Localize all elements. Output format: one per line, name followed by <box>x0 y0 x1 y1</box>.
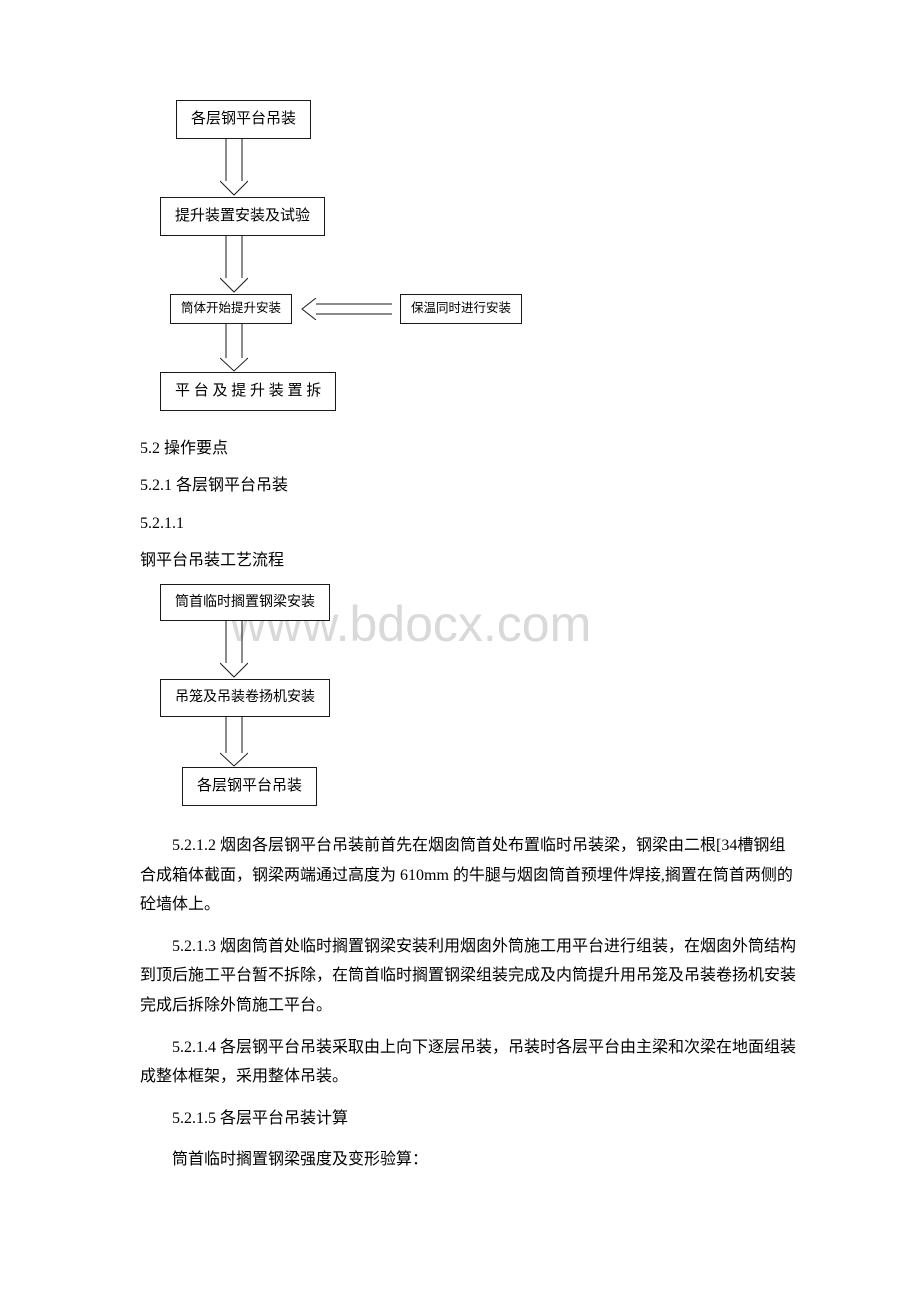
paragraph-5-2-1-5: 5.2.1.5 各层平台吊装计算 <box>140 1104 800 1134</box>
arrow-down-icon <box>220 139 800 197</box>
flow-box-insulation: 保温同时进行安装 <box>400 294 522 324</box>
document-page: 各层钢平台吊装 提升装置安装及试验 筒体开始提升安装 保温同时进行安装 <box>0 0 920 1267</box>
paragraph-5-2-1-4: 5.2.1.4 各层钢平台吊装采取由上向下逐层吊装，吊装时各层平台由主梁和次梁在… <box>140 1033 800 1092</box>
flow-box-temp-beam: 筒首临时搁置钢梁安装 <box>160 584 330 622</box>
flow-box-dismantle: 平 台 及 提 升 装 置 拆 <box>160 372 336 411</box>
heading-5-2-1: 5.2.1 各层钢平台吊装 <box>140 473 800 499</box>
arrow-down-icon <box>220 621 800 679</box>
arrow-down-icon <box>220 324 800 372</box>
arrow-down-icon <box>220 717 800 767</box>
arrow-down-icon <box>220 236 800 294</box>
arrow-left-icon <box>300 298 392 320</box>
paragraph-5-2-1-5-sub: 筒首临时搁置钢梁强度及变形验算： <box>140 1145 800 1175</box>
flow-box-platform-hoist: 各层钢平台吊装 <box>176 100 311 139</box>
paragraph-5-2-1-3: 5.2.1.3 烟囱筒首处临时搁置钢梁安装利用烟囱外筒施工用平台进行组装，在烟囱… <box>140 932 800 1021</box>
paragraph-5-2-1-2: 5.2.1.2 烟囱各层钢平台吊装前首先在烟囱筒首处布置临时吊装梁，钢梁由二根[… <box>140 831 800 920</box>
flowchart-bottom: 筒首临时搁置钢梁安装 吊笼及吊装卷扬机安装 各层钢平台吊装 <box>160 584 800 806</box>
flow-box-lift-device: 提升装置安装及试验 <box>160 197 325 236</box>
flow-box-cylinder-lift: 筒体开始提升安装 <box>170 294 292 324</box>
flowchart-top: 各层钢平台吊装 提升装置安装及试验 筒体开始提升安装 保温同时进行安装 <box>160 100 800 411</box>
heading-5-2: 5.2 操作要点 <box>140 436 800 462</box>
heading-process-flow: 钢平台吊装工艺流程 <box>140 548 800 574</box>
flow-box-platform-hoist-2: 各层钢平台吊装 <box>182 767 317 806</box>
flow-box-cage-winch: 吊笼及吊装卷扬机安装 <box>160 679 330 717</box>
heading-5-2-1-1: 5.2.1.1 <box>140 511 800 537</box>
